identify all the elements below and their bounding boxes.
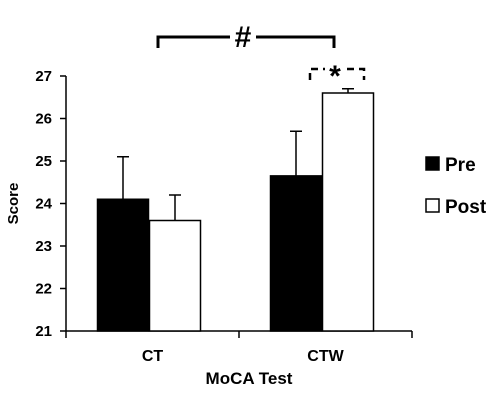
x-tick-label: CT — [142, 348, 164, 365]
y-axis-title: Score — [5, 183, 22, 225]
bracket-label-gap — [325, 57, 347, 79]
y-tick-label: 25 — [35, 153, 52, 170]
legend-swatch-post — [425, 198, 440, 213]
x-axis-title: MoCA Test — [206, 369, 293, 388]
bar-post-ctw — [321, 92, 375, 332]
bar-post-ct — [148, 219, 202, 332]
bar-pre-ct — [96, 198, 150, 332]
y-tick-label: 26 — [35, 111, 52, 128]
y-tick-label: 21 — [35, 323, 52, 340]
legend-label-post: Post — [445, 197, 487, 218]
significance-star: * — [329, 60, 341, 93]
legend: Pre Post — [425, 155, 487, 218]
y-tick-label: 24 — [35, 196, 52, 213]
y-tick-label: 23 — [35, 238, 52, 255]
legend-label-pre: Pre — [445, 155, 476, 176]
legend-swatch-pre — [425, 156, 440, 171]
y-tick-label: 22 — [35, 281, 52, 298]
bracket-label-gap — [230, 23, 256, 49]
bars — [96, 92, 375, 332]
error-bars — [117, 88, 354, 221]
axes: 21 22 23 24 25 26 27 CT CTW MoCA Test Score — [5, 68, 413, 388]
significance-annotations: #* — [156, 21, 366, 93]
significance-hash: # — [235, 21, 252, 54]
bar-pre-ctw — [269, 175, 323, 332]
x-tick-label: CTW — [307, 348, 344, 365]
y-tick-label: 27 — [35, 68, 52, 85]
